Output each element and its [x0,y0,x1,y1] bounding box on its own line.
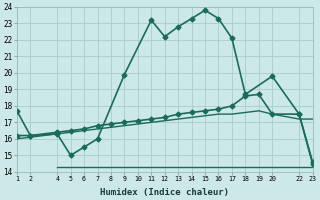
X-axis label: Humidex (Indice chaleur): Humidex (Indice chaleur) [100,188,229,197]
